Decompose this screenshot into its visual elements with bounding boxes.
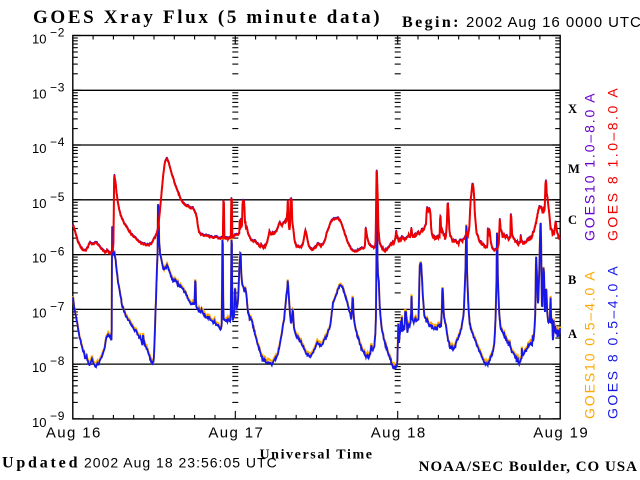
svg-text:GOES10 0.5–4.0 A: GOES10 0.5–4.0 A [582,270,598,419]
svg-text:GOES 8 1.0–8.0 A: GOES 8 1.0–8.0 A [605,86,621,241]
svg-text:GOES Xray Flux (5 minute data): GOES Xray Flux (5 minute data) [33,7,382,28]
svg-text:GOES10 1.0–8.0 A: GOES10 1.0–8.0 A [582,92,598,241]
svg-text:Updated: Updated [2,455,80,472]
svg-text:−6: −6 [50,245,65,259]
svg-text:NOAA/SEC Boulder, CO USA: NOAA/SEC Boulder, CO USA [419,459,638,475]
svg-text:−8: −8 [50,354,65,368]
svg-text:M: M [568,162,580,176]
svg-text:10: 10 [32,415,46,430]
svg-text:X: X [568,102,577,116]
svg-text:−7: −7 [50,299,65,313]
svg-text:B: B [568,273,576,287]
svg-text:10: 10 [32,32,46,47]
svg-text:−9: −9 [50,409,65,423]
svg-text:Aug 16: Aug 16 [46,425,102,442]
svg-text:10: 10 [32,86,46,101]
svg-text:Aug 18: Aug 18 [371,425,427,442]
svg-text:−4: −4 [50,135,65,149]
svg-text:Aug 19: Aug 19 [533,425,589,442]
svg-text:GOES 8 0.5–4.0 A: GOES 8 0.5–4.0 A [605,264,621,419]
svg-text:−2: −2 [50,26,65,40]
svg-text:Aug 17: Aug 17 [208,425,264,442]
svg-text:2002 Aug 18 23:56:05 UTC: 2002 Aug 18 23:56:05 UTC [84,455,278,471]
svg-text:10: 10 [32,141,46,156]
svg-text:10: 10 [32,196,46,211]
svg-text:Universal Time: Universal Time [259,448,373,463]
svg-text:−5: −5 [50,190,65,204]
svg-text:10: 10 [32,305,46,320]
svg-text:−3: −3 [50,80,65,94]
svg-text:A: A [568,327,577,341]
svg-text:10: 10 [32,360,46,375]
svg-text:10: 10 [32,251,46,266]
svg-text:Begin:: Begin: [402,14,461,31]
svg-text:C: C [568,213,577,227]
svg-text:2002 Aug 16 0000 UTC: 2002 Aug 16 0000 UTC [466,14,640,31]
